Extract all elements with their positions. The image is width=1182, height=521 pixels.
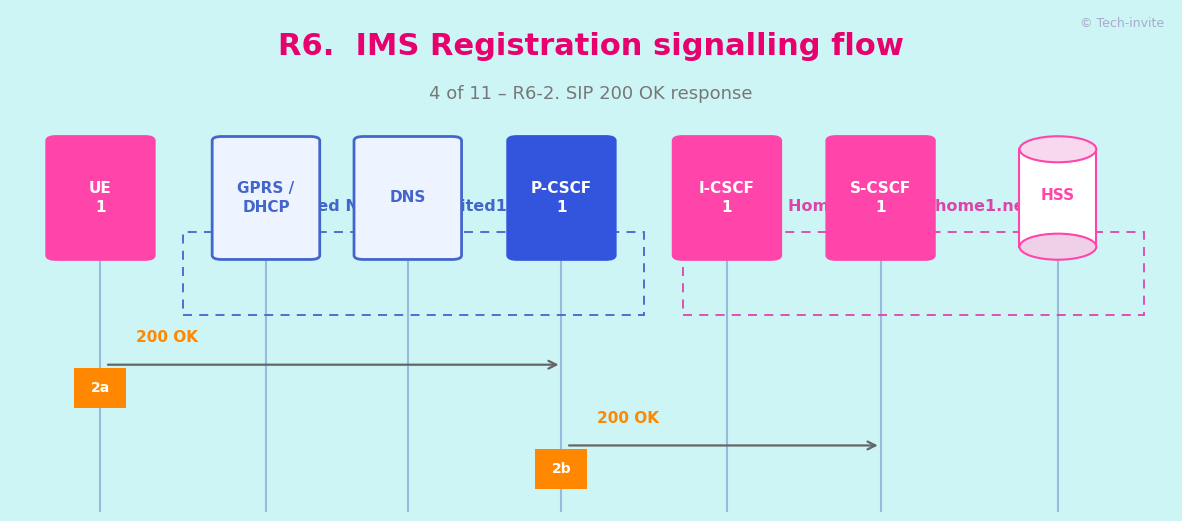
FancyBboxPatch shape xyxy=(213,137,319,259)
Text: Visited Network (visited1.net): Visited Network (visited1.net) xyxy=(277,199,551,214)
Text: 200 OK: 200 OK xyxy=(597,411,658,426)
Text: Home Network (home1.net): Home Network (home1.net) xyxy=(788,199,1039,214)
Text: UE
1: UE 1 xyxy=(89,181,112,215)
Ellipse shape xyxy=(1019,137,1097,163)
FancyBboxPatch shape xyxy=(674,137,780,259)
FancyBboxPatch shape xyxy=(508,137,615,259)
Ellipse shape xyxy=(1019,233,1097,260)
FancyBboxPatch shape xyxy=(535,449,587,489)
Text: HSS: HSS xyxy=(1041,188,1074,203)
Text: DNS: DNS xyxy=(390,191,426,205)
FancyBboxPatch shape xyxy=(1019,150,1097,247)
Text: 4 of 11 – R6-2. SIP 200 OK response: 4 of 11 – R6-2. SIP 200 OK response xyxy=(429,85,753,103)
FancyBboxPatch shape xyxy=(74,368,126,408)
Text: GPRS /
DHCP: GPRS / DHCP xyxy=(238,181,294,215)
Text: R6.  IMS Registration signalling flow: R6. IMS Registration signalling flow xyxy=(278,32,904,61)
Text: 2b: 2b xyxy=(552,462,571,476)
Text: 2a: 2a xyxy=(91,381,110,395)
Text: © Tech-invite: © Tech-invite xyxy=(1080,17,1164,30)
FancyBboxPatch shape xyxy=(47,137,154,259)
FancyBboxPatch shape xyxy=(826,137,934,259)
FancyBboxPatch shape xyxy=(355,137,461,259)
Text: S-CSCF
1: S-CSCF 1 xyxy=(850,181,911,215)
Text: I-CSCF
1: I-CSCF 1 xyxy=(699,181,755,215)
Text: 200 OK: 200 OK xyxy=(136,330,197,345)
Text: P-CSCF
1: P-CSCF 1 xyxy=(531,181,592,215)
